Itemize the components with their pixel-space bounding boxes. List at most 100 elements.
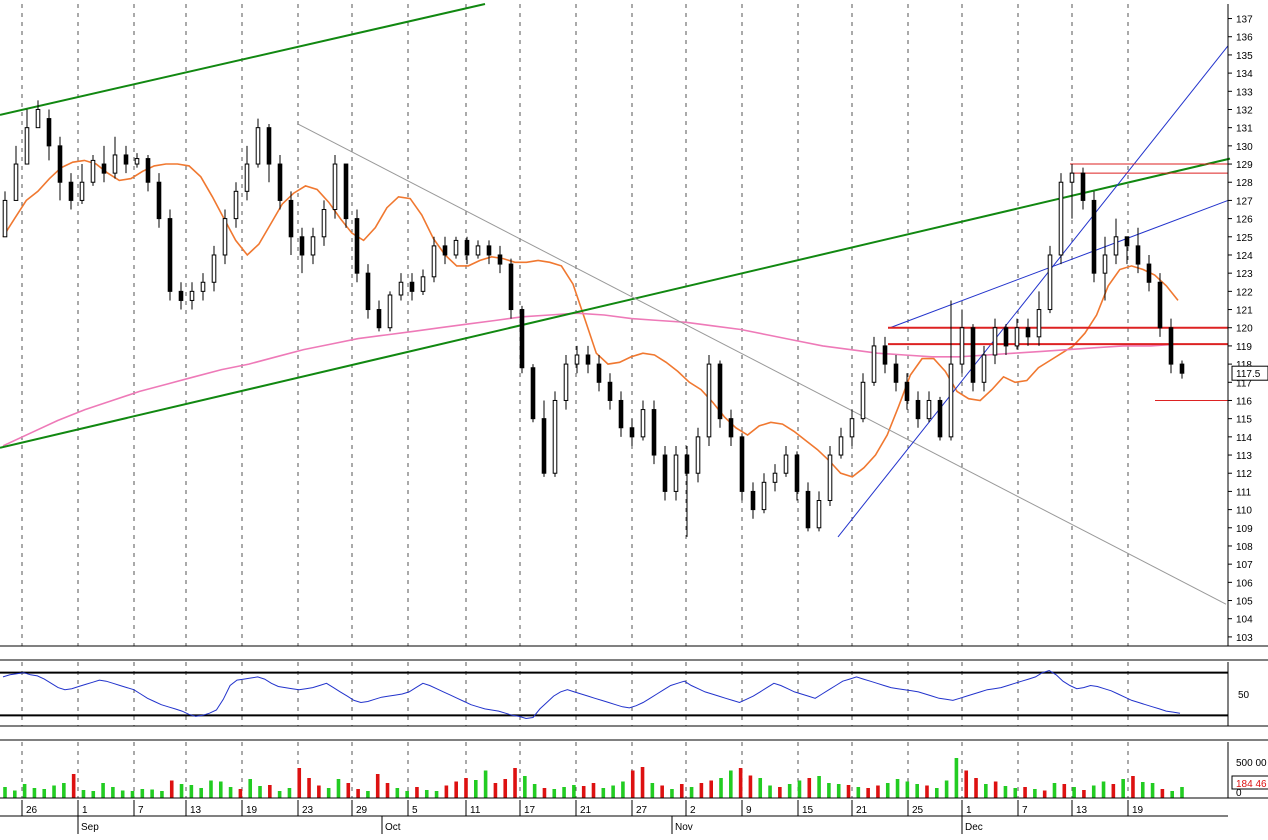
month-label: Nov — [675, 822, 693, 833]
candle-body — [57, 145, 63, 183]
candle-body — [123, 154, 129, 165]
volume-bar — [52, 785, 56, 798]
candle-body — [1091, 199, 1097, 274]
volume-bar — [454, 781, 458, 798]
candle-body — [673, 454, 679, 492]
price-y-tick-label: 108 — [1236, 542, 1253, 553]
volume-bar — [169, 780, 174, 798]
candle-body — [1113, 236, 1119, 256]
candle-body — [827, 454, 833, 502]
trendline — [837, 45, 1229, 538]
candle-body — [574, 354, 580, 365]
candle-body — [332, 163, 338, 211]
volume-bar — [670, 789, 674, 798]
price-panel[interactable] — [0, 3, 1231, 605]
volume-bar — [42, 789, 47, 798]
price-y-tick-label: 112 — [1236, 469, 1252, 480]
volume-y-tick-label: 0 — [1236, 788, 1242, 799]
candle-body — [552, 399, 558, 474]
candle-body — [497, 254, 503, 265]
volume-bar — [542, 788, 547, 798]
month-label: Oct — [385, 822, 401, 833]
volume-bar — [62, 783, 66, 798]
price-y-tick-label: 121 — [1236, 306, 1253, 317]
volume-bar — [532, 784, 537, 798]
candle-body — [46, 118, 52, 147]
candle-body — [651, 409, 657, 456]
volume-bar — [1160, 789, 1165, 798]
volume-bar — [699, 783, 704, 798]
candle-body — [948, 363, 954, 438]
volume-bar — [1072, 787, 1076, 798]
candle-body — [607, 381, 613, 401]
candle-body — [156, 181, 162, 220]
candle-body — [563, 363, 569, 401]
price-y-tick-label: 115 — [1236, 415, 1252, 426]
volume-bar — [719, 778, 723, 798]
volume-bar — [1062, 784, 1067, 798]
volume-bar — [346, 783, 351, 798]
price-y-tick-label: 116 — [1236, 396, 1252, 407]
volume-bar — [71, 774, 76, 798]
candle-body — [354, 218, 360, 274]
candle-body — [1179, 363, 1185, 374]
volume-bar — [738, 768, 743, 798]
volume-bar — [424, 790, 429, 798]
volume-bar — [934, 788, 939, 798]
volume-bar — [81, 790, 86, 798]
day-tick-label: 29 — [356, 805, 368, 816]
candle-body — [189, 290, 195, 301]
oscillator-panel[interactable]: 50 — [0, 669, 1250, 720]
price-y-tick-label: 107 — [1236, 560, 1253, 571]
day-tick-label: 13 — [1076, 805, 1088, 816]
candle-body — [24, 127, 30, 165]
candle-body — [1157, 281, 1163, 329]
volume-bar — [630, 770, 635, 798]
candle-body — [1003, 327, 1009, 347]
volume-bar — [552, 789, 557, 798]
price-y-tick-label: 120 — [1236, 324, 1253, 335]
candle-body — [860, 381, 866, 420]
volume-bar — [238, 789, 243, 798]
candle-body — [453, 239, 459, 256]
volume-bar — [621, 781, 625, 798]
price-y-tick-label: 127 — [1236, 196, 1253, 207]
volume-bar — [120, 790, 125, 798]
candle-body — [211, 254, 217, 283]
candle-body — [794, 454, 800, 492]
candle-body — [387, 294, 393, 329]
volume-bar — [748, 775, 753, 798]
volume-bar — [258, 786, 262, 798]
candle-body — [2, 199, 8, 238]
moving-average-line — [2, 159, 1179, 478]
volume-bar — [32, 788, 37, 798]
candle-body — [1036, 309, 1042, 338]
volume-bar — [856, 787, 861, 798]
candle-body — [849, 418, 855, 438]
candle-body — [618, 399, 624, 429]
price-y-tick-label: 129 — [1236, 160, 1253, 171]
trendline — [297, 123, 1227, 605]
candle-body — [145, 158, 151, 183]
candle-body — [233, 190, 239, 220]
volume-bar — [1101, 781, 1106, 798]
candle-body — [1102, 254, 1108, 274]
volume-bar — [523, 776, 527, 798]
last-volume-box — [1231, 775, 1268, 790]
candle-body — [1080, 172, 1086, 201]
volume-bar — [228, 787, 233, 798]
volume-bar — [91, 791, 96, 798]
volume-bar — [1091, 785, 1096, 798]
volume-bar — [758, 778, 763, 798]
candle-body — [35, 108, 41, 129]
day-tick-label: 9 — [746, 805, 752, 816]
price-y-tick-label: 136 — [1236, 33, 1253, 44]
oscillator-line — [2, 669, 1181, 720]
candle-body — [255, 127, 261, 165]
volume-bar — [248, 779, 253, 798]
volume-bar — [866, 788, 870, 798]
